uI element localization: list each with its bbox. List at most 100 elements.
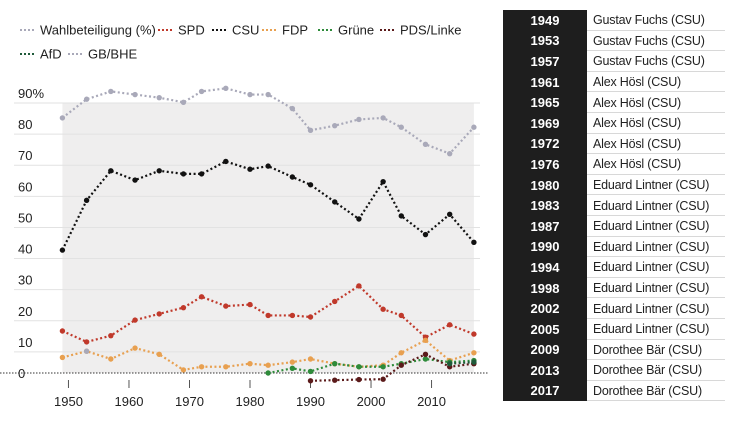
legend-item-spd: SPD (158, 23, 205, 38)
y-tick-label: 90% (18, 86, 44, 101)
fdp-point (180, 367, 187, 373)
chart-legend: Wahlbeteiligung (%) SPD CSU FDP Grüne PDS/Lin… (20, 23, 461, 62)
winner-name: Alex Hösl (CSU) (593, 95, 681, 110)
fdp-point (223, 364, 229, 370)
legend-label: SPD (178, 23, 205, 38)
winner-row: 1976 Alex Hösl (CSU) (503, 154, 725, 175)
winner-year: 1949 (503, 10, 587, 31)
csu-point (198, 171, 205, 177)
plot-background-span (62, 103, 474, 373)
winner-name: Gustav Fuchs (CSU) (593, 33, 705, 48)
gruene-point (332, 360, 338, 367)
legend-item-fdp: FDP (262, 23, 308, 38)
spd-point (83, 339, 90, 345)
csu-point (422, 231, 429, 238)
winner-year: 1980 (503, 174, 587, 196)
wahlbeteiligung-point (446, 150, 453, 157)
winner-row: 1998 Eduard Lintner (CSU) (503, 277, 725, 299)
afd-point (471, 359, 477, 365)
winner-name: Dorothee Bär (CSU) (593, 383, 702, 398)
chart-series (59, 85, 477, 384)
wahlbeteiligung-point (108, 88, 114, 95)
series-csu (59, 158, 477, 253)
winner-name: Eduard Lintner (CSU) (593, 239, 710, 254)
series-gb-bhe (83, 348, 90, 354)
winner-row: 1949 Gustav Fuchs (CSU) (503, 10, 725, 31)
csu-point (83, 197, 90, 204)
csu-point (398, 213, 404, 219)
legend-label: Grüne (338, 23, 374, 38)
winner-name: Eduard Lintner (CSU) (593, 260, 710, 275)
csu-point (180, 171, 187, 177)
legend-label: CSU (232, 23, 259, 38)
legend-label: Wahlbeteiligung (%) (40, 23, 156, 38)
legend-label: PDS/Linke (400, 23, 461, 38)
spd-point (59, 328, 66, 334)
csu-point (132, 177, 138, 183)
x-axis-ticks: 1950 1960 1970 1980 1990 2000 2010 (54, 380, 446, 409)
csu-point (471, 239, 477, 246)
y-tick-label: 10 (18, 335, 32, 350)
winner-year: 1987 (503, 215, 587, 237)
pds-linke-point (332, 377, 338, 383)
spd-point (332, 298, 338, 305)
series-spd (59, 283, 477, 345)
y-tick-label: 40 (18, 242, 32, 257)
spd-point (223, 303, 229, 309)
y-tick-label: 70 (18, 148, 32, 163)
winner-name: Gustav Fuchs (CSU) (593, 54, 705, 69)
csu-point (265, 163, 271, 169)
spd-point (398, 312, 404, 319)
wahlbeteiligung-point (289, 105, 296, 112)
wahlbeteiligung-point (223, 85, 229, 92)
fdp-point (247, 360, 253, 367)
spd-point (307, 314, 314, 320)
fdp-point (398, 350, 404, 356)
fdp-point (132, 345, 138, 351)
legend-label: GB/BHE (88, 47, 137, 62)
winner-year: 2005 (503, 318, 587, 340)
winner-row: 1969 Alex Hösl (CSU) (503, 112, 725, 134)
wahlbeteiligung-point (356, 116, 362, 123)
spd-point (198, 294, 205, 300)
winner-row: 1994 Eduard Lintner (CSU) (503, 257, 725, 278)
pds-linke-point (398, 362, 404, 368)
winner-name: Eduard Lintner (CSU) (593, 178, 710, 193)
winner-name: Alex Hösl (CSU) (593, 116, 681, 131)
constituency-winners-table: 1949 Gustav Fuchs (CSU) 1953 Gustav Fuchs (… (503, 10, 725, 402)
winner-row: 1980 Eduard Lintner (CSU) (503, 174, 725, 196)
y-tick-label: 60 (18, 179, 32, 194)
spd-point (180, 304, 187, 311)
winner-year: 1957 (503, 51, 587, 72)
wahlbeteiligung-point (398, 124, 404, 130)
csu-point (380, 178, 386, 185)
spd-point (132, 317, 138, 323)
winner-year: 1953 (503, 30, 587, 52)
wahlbeteiligung-point (59, 115, 66, 121)
wahlbeteiligung-point (156, 94, 162, 101)
wahlbeteiligung-point (180, 99, 187, 106)
fdp-point (289, 359, 296, 365)
spd-point (380, 306, 386, 312)
legend-item-pds-linke: PDS/Linke (380, 23, 461, 38)
winner-row: 1961 Alex Hösl (CSU) (503, 71, 725, 93)
winner-name: Eduard Lintner (CSU) (593, 198, 710, 213)
x-tick-label: 2010 (417, 394, 446, 409)
csu-point (307, 182, 314, 188)
winner-year: 1998 (503, 277, 587, 299)
csu-point (156, 168, 162, 174)
winner-name: Eduard Lintner (CSU) (593, 219, 710, 234)
winner-row: 2005 Eduard Lintner (CSU) (503, 318, 725, 340)
spd-point (265, 312, 271, 319)
legend-item-gb-bhe: GB/BHE (68, 47, 137, 62)
pds-linke-line (310, 353, 475, 382)
winner-row: 1957 Gustav Fuchs (CSU) (503, 51, 725, 72)
winner-name: Eduard Lintner (CSU) (593, 322, 710, 337)
y-gridlines (14, 102, 480, 353)
y-tick-label: 30 (18, 273, 32, 288)
wahlbeteiligung-point (132, 91, 138, 98)
fdp-point (471, 350, 477, 356)
fdp-point (108, 356, 114, 362)
wahlbeteiligung-point (471, 124, 477, 130)
legend-label: FDP (282, 23, 308, 38)
